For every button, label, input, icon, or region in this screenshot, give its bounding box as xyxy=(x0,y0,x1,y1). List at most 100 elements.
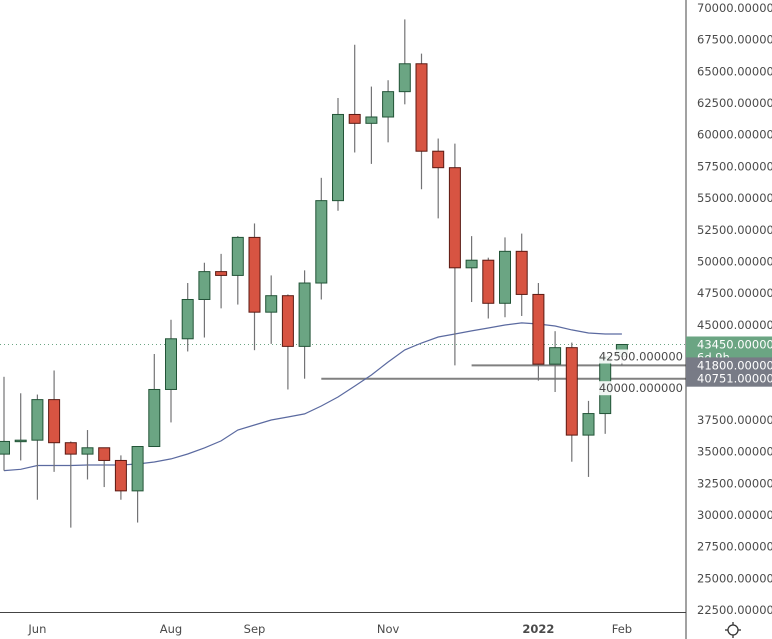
candle-body-up xyxy=(0,440,10,455)
candle xyxy=(532,283,545,381)
candle-body-up xyxy=(398,63,411,93)
y-tick-label: 55000.000000 xyxy=(697,191,772,205)
x-tick-label: Nov xyxy=(377,622,400,636)
candle xyxy=(432,138,445,219)
y-tick-label: 65000.000000 xyxy=(697,64,772,78)
candle xyxy=(231,236,244,305)
candle xyxy=(14,393,27,461)
y-tick-label: 42500.000000 xyxy=(599,350,683,364)
candle xyxy=(0,376,10,471)
x-tick-label: Sep xyxy=(244,622,266,636)
candle xyxy=(582,400,595,477)
hline-price-label: 41800.000000 xyxy=(697,358,772,372)
y-tick-label: 70000.000000 xyxy=(697,1,772,15)
y-tick-label: 40000.000000 xyxy=(599,381,683,395)
candle-body-up xyxy=(315,200,328,284)
candle-body-down xyxy=(48,399,61,444)
y-tick-label: 60000.000000 xyxy=(697,128,772,142)
candle xyxy=(114,455,127,500)
candle xyxy=(465,236,478,303)
plot-area xyxy=(0,19,686,528)
candle-body-down xyxy=(532,293,545,365)
candle-body-down xyxy=(215,271,228,276)
candle-body-down xyxy=(98,447,111,461)
candle-body-up xyxy=(231,236,244,276)
candle-body-up xyxy=(148,388,161,448)
x-tick-label: 2022 xyxy=(522,622,554,636)
x-tick-label: Aug xyxy=(160,622,182,636)
y-tick-label-bg xyxy=(598,381,684,396)
y-tick-label: 37500.000000 xyxy=(697,413,772,427)
candle-body-up xyxy=(31,399,44,441)
candle-body-down xyxy=(415,63,428,152)
candle-body-up xyxy=(181,298,194,340)
candle-body-down xyxy=(432,150,445,169)
hline-price-label: 40751.000000 xyxy=(697,372,772,386)
candle xyxy=(348,44,361,153)
y-tick-label: 52500.000000 xyxy=(697,223,772,237)
candle-body-down xyxy=(482,259,495,304)
candle xyxy=(148,353,161,448)
hline-label-bg xyxy=(686,357,772,374)
candle xyxy=(482,257,495,319)
candle xyxy=(64,441,77,528)
x-tick-label: Jun xyxy=(27,622,46,636)
last-price-label: 43450.000000 xyxy=(697,337,772,351)
y-tick-label: 47500.000000 xyxy=(697,286,772,300)
candle xyxy=(248,223,261,351)
y-tick-label: 45000.000000 xyxy=(697,318,772,332)
candle-body-down xyxy=(281,295,294,347)
y-tick-label: 30000.000000 xyxy=(697,508,772,522)
candle xyxy=(398,19,411,105)
y-tick-label: 50000.000000 xyxy=(697,254,772,268)
y-tick-label-bg xyxy=(598,349,684,364)
candle-body-up xyxy=(298,282,311,347)
x-tick-label: Feb xyxy=(612,622,632,636)
candle xyxy=(298,270,311,379)
y-tick-label: 22500.000000 xyxy=(697,603,772,617)
candle xyxy=(48,370,61,472)
candle xyxy=(315,177,328,300)
candle-body-up xyxy=(165,338,177,390)
candle-body-down xyxy=(515,250,528,295)
candle xyxy=(198,262,211,338)
candle xyxy=(131,446,144,523)
candle xyxy=(565,342,578,462)
candle-body-up xyxy=(465,259,478,269)
candle-body-up xyxy=(582,413,595,436)
candle-body-up xyxy=(198,271,211,300)
candle-body-up xyxy=(131,446,144,492)
candle-body-up xyxy=(14,439,27,443)
candle xyxy=(265,275,278,344)
candle xyxy=(81,430,94,480)
candle xyxy=(515,233,528,316)
candle-body-up xyxy=(365,116,378,124)
candle xyxy=(415,53,428,190)
y-tick-label: 27500.000000 xyxy=(697,540,772,554)
candle xyxy=(365,86,378,164)
candle-body-up xyxy=(265,295,278,313)
y-tick-label: 67500.000000 xyxy=(697,33,772,47)
candle xyxy=(181,283,194,352)
y-tick-label: 32500.000000 xyxy=(697,476,772,490)
candle-body-up xyxy=(332,113,344,202)
y-tick-label: 35000.000000 xyxy=(697,445,772,459)
time-axis[interactable]: Jun Aug Sep Nov 2022 Feb xyxy=(27,622,632,636)
candle xyxy=(98,447,111,488)
candle-body-down xyxy=(114,459,127,492)
candle-body-down xyxy=(348,113,361,124)
candle xyxy=(281,294,294,390)
candle xyxy=(332,97,344,211)
candle-body-down xyxy=(565,347,578,436)
price-axis[interactable]: 70000.000000 67500.000000 65000.000000 6250… xyxy=(598,1,772,617)
y-tick-label: 57500.000000 xyxy=(697,159,772,173)
candle-body-down xyxy=(248,236,261,313)
candle-body-up xyxy=(499,250,511,304)
candle-body-up xyxy=(549,347,562,365)
candle xyxy=(549,331,562,393)
candle xyxy=(499,237,511,318)
candle xyxy=(382,80,395,143)
candle xyxy=(448,143,461,366)
gear-icon[interactable] xyxy=(725,622,741,638)
